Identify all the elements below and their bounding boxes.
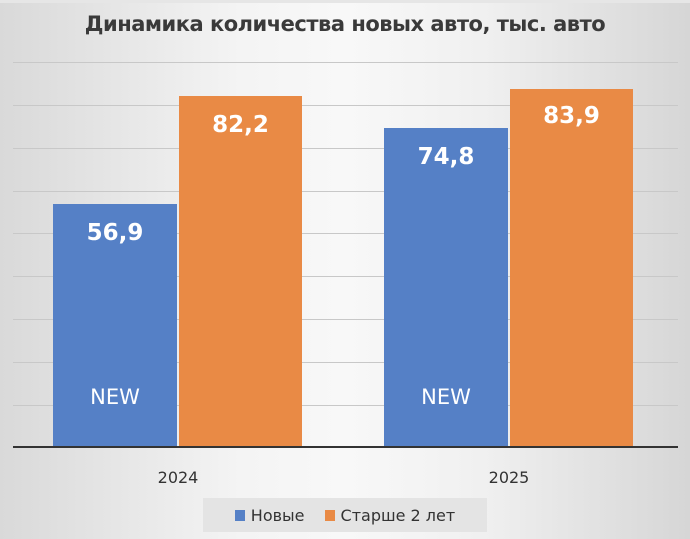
gridline-60 bbox=[13, 191, 678, 192]
plot-area: 56,9 NEW 82,2 74,8 NEW 83,9 2024 2025 bbox=[13, 0, 678, 539]
chart-title: Динамика количества новых авто, тыс. авт… bbox=[84, 12, 606, 36]
bar-new-tag: NEW bbox=[90, 385, 140, 409]
bar-value-label: 74,8 bbox=[417, 144, 475, 170]
bar-2024-new: 56,9 NEW bbox=[53, 204, 177, 447]
x-tick-2024: 2024 bbox=[157, 468, 199, 487]
legend-swatch-blue-icon bbox=[234, 509, 245, 521]
x-tick-2025: 2025 bbox=[488, 468, 530, 487]
gridline-20 bbox=[13, 362, 678, 363]
bar-value-label: 82,2 bbox=[212, 112, 269, 138]
legend-item-new: Новые bbox=[234, 505, 305, 525]
gridline-10 bbox=[13, 405, 678, 406]
bar-new-tag: NEW bbox=[421, 385, 471, 409]
legend-label: Новые bbox=[250, 505, 305, 525]
gridline-70 bbox=[13, 148, 678, 149]
gridline-90 bbox=[13, 62, 678, 63]
gridline-30 bbox=[13, 319, 678, 320]
bar-value-label: 56,9 bbox=[86, 220, 144, 246]
bar-2024-older: 82,2 bbox=[179, 96, 302, 447]
gridline-40 bbox=[13, 276, 678, 277]
bar-2025-older: 83,9 bbox=[510, 89, 633, 447]
bar-value-label: 83,9 bbox=[543, 103, 600, 129]
x-axis-line bbox=[13, 446, 678, 448]
gridline-50 bbox=[13, 233, 678, 234]
legend-label: Старше 2 лет bbox=[340, 505, 456, 525]
gridline-80 bbox=[13, 105, 678, 106]
legend-swatch-orange-icon bbox=[324, 509, 335, 521]
legend-item-older: Старше 2 лет bbox=[324, 505, 456, 525]
top-strip bbox=[0, 0, 690, 3]
legend: Новые Старше 2 лет bbox=[203, 498, 487, 532]
bar-2025-new: 74,8 NEW bbox=[384, 128, 508, 447]
